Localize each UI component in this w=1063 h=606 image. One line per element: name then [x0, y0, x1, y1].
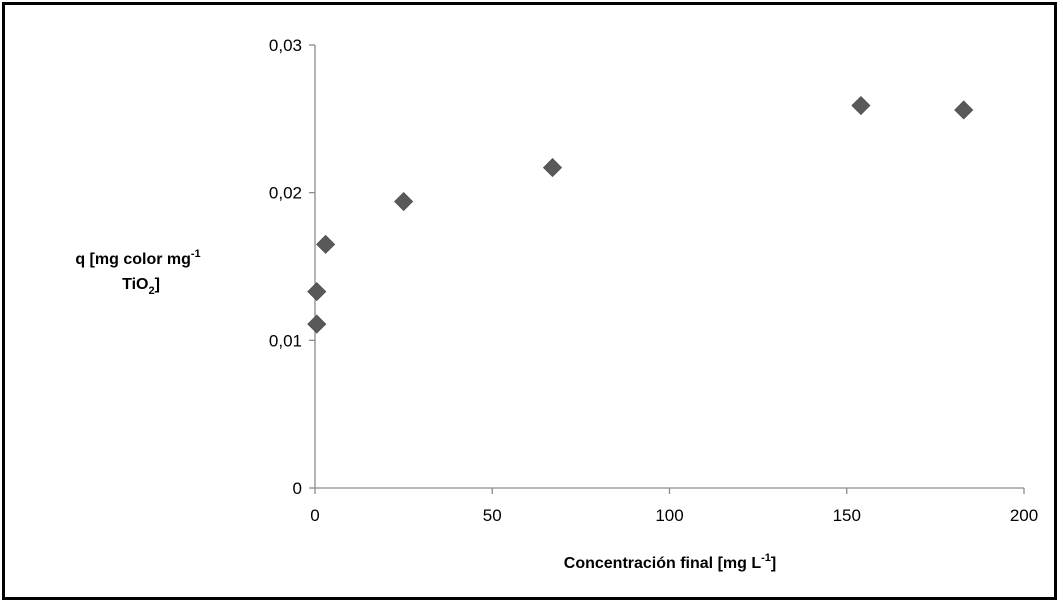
chart-frame — [2, 2, 1057, 600]
data-point — [851, 95, 871, 116]
data-point — [542, 157, 563, 178]
data-point — [307, 314, 327, 334]
y-axis-title-line2: TiO2] — [122, 276, 160, 297]
data-point — [307, 282, 327, 302]
x-axis-title: Concentración final [mg L-1] — [564, 552, 776, 572]
data-point — [954, 100, 974, 120]
x-tick-label: 200 — [1010, 506, 1038, 525]
x-tick-label: 0 — [310, 506, 319, 525]
x-tick-label: 100 — [655, 506, 683, 525]
y-tick-label: 0,03 — [269, 36, 302, 55]
x-axis-ticks: 0 50 100 150 200 — [310, 488, 1038, 525]
y-tick-label: 0,01 — [269, 331, 302, 350]
x-tick-label: 50 — [483, 506, 502, 525]
y-axis-ticks: 0 0,01 0,02 0,03 — [269, 36, 315, 498]
y-axis-title-line1: q [mg color mg-1 — [75, 248, 200, 268]
x-tick-label: 150 — [833, 506, 861, 525]
data-point — [316, 234, 336, 254]
data-points — [307, 95, 974, 334]
data-point — [394, 191, 414, 212]
y-tick-label: 0,02 — [269, 184, 302, 203]
y-tick-label: 0 — [293, 479, 302, 498]
